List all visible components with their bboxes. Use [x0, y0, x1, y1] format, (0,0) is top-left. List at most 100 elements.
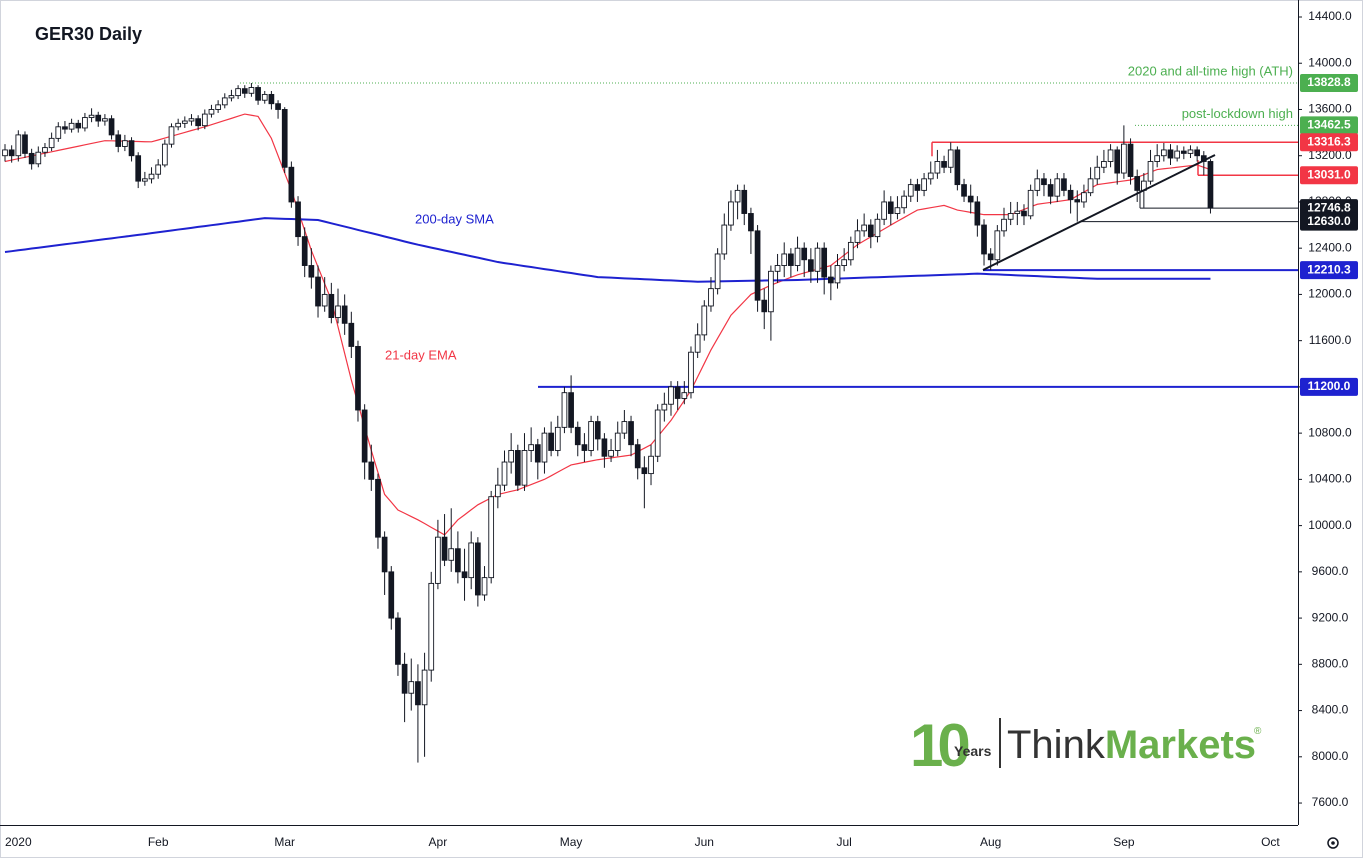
candle-body — [408, 681, 415, 694]
candle-body — [308, 265, 315, 278]
level-box — [1300, 74, 1358, 93]
candle-body — [961, 184, 967, 197]
candle-body — [508, 450, 515, 463]
candle-body — [1087, 178, 1094, 194]
candle-body — [594, 421, 601, 440]
trend-line — [982, 154, 1216, 271]
candle-body — [108, 118, 115, 136]
candle-body — [175, 122, 182, 128]
y-tick-label: 8800.0 — [1312, 656, 1349, 670]
candle-body — [847, 241, 854, 261]
level-label: 12746.8 — [1307, 200, 1351, 214]
candle-body — [215, 104, 221, 110]
candle-body — [728, 201, 734, 226]
settings-icon[interactable] — [1327, 837, 1339, 849]
level-box — [1300, 212, 1358, 231]
candle-body — [921, 178, 927, 191]
candle-body — [554, 426, 561, 451]
candle-body — [1047, 184, 1054, 197]
level-box — [1300, 116, 1358, 135]
candle-body — [1127, 143, 1134, 177]
series-label: 200-day SMA — [415, 211, 494, 226]
candle-body — [481, 577, 488, 596]
candle-body — [28, 152, 35, 165]
candle-body — [461, 571, 468, 579]
logo-number: 10 — [910, 712, 968, 779]
candle-body — [1147, 161, 1154, 182]
candle-body — [15, 134, 22, 157]
y-tick-label: 12400.0 — [1308, 240, 1352, 254]
candle-body — [168, 126, 175, 145]
candle-body — [88, 114, 95, 119]
candle-body — [102, 118, 108, 122]
y-tick-label: 7600.0 — [1312, 795, 1349, 809]
logo-registered: ® — [1254, 726, 1262, 737]
candle-body — [1061, 178, 1067, 191]
candle-body — [55, 126, 62, 139]
gear[interactable] — [1327, 837, 1339, 849]
candle-body — [788, 253, 794, 266]
candle-body — [774, 265, 781, 272]
candle-body — [841, 259, 848, 266]
candle-body — [734, 189, 741, 203]
candle-body — [981, 224, 987, 255]
candle-body — [82, 117, 88, 129]
candle-body — [275, 103, 281, 110]
candle-body — [128, 140, 135, 157]
candle-body — [514, 450, 521, 486]
level-label: 13828.8 — [1307, 75, 1351, 89]
candle-body — [368, 461, 375, 480]
candle-body — [42, 147, 48, 153]
level-note: 2020 and all-time high (ATH) — [1128, 63, 1293, 78]
series-label: 21-day EMA — [385, 347, 457, 362]
x-tick-label: Sep — [1113, 835, 1135, 849]
axes: 7600.0 8000.0 8400.0 8800.0 9200.0 9600.0 1000… — [5, 9, 1358, 849]
candle-body — [62, 126, 68, 130]
candle-body — [901, 195, 907, 209]
candle-body — [861, 224, 867, 232]
candle-body — [947, 149, 954, 168]
candle-body — [395, 617, 401, 665]
candle-body — [35, 151, 42, 165]
candle-body — [714, 253, 721, 290]
candle-body — [588, 421, 594, 451]
candle-body — [528, 444, 534, 451]
y-tick-label: 8400.0 — [1312, 703, 1349, 717]
candle-body — [315, 276, 321, 307]
logo-think: Think — [1007, 723, 1106, 767]
candle-body — [628, 421, 634, 446]
candle-body — [201, 113, 208, 127]
candle-body — [501, 461, 508, 486]
y-tick-label: 8000.0 — [1312, 749, 1349, 763]
candle-body — [68, 122, 75, 130]
candle-body — [48, 137, 55, 149]
candle-body — [388, 571, 395, 619]
candle-body — [295, 201, 301, 238]
gear-center[interactable] — [1331, 841, 1335, 845]
candle-body — [974, 201, 981, 226]
candle-body — [235, 88, 241, 97]
candle-body — [794, 247, 801, 266]
candle-body — [448, 548, 455, 561]
candle-body — [541, 432, 548, 463]
candle-body — [268, 93, 275, 105]
candle-body — [288, 166, 295, 203]
candle-body — [95, 114, 102, 122]
candle-body — [122, 140, 128, 147]
candle-body — [428, 582, 435, 671]
candle-body — [208, 109, 215, 115]
candle-body — [375, 478, 381, 538]
y-tick-label: 14400.0 — [1308, 9, 1352, 23]
level-box — [1300, 133, 1358, 152]
candle-body — [361, 409, 368, 463]
candle-body — [694, 334, 701, 353]
candle-body — [987, 253, 994, 261]
candle-body — [561, 392, 568, 428]
chart-title: GER30 Daily — [35, 24, 142, 44]
candle-body — [241, 88, 248, 94]
candle-body — [814, 247, 821, 272]
candle-body — [1054, 178, 1061, 197]
candle-body — [1101, 161, 1107, 168]
candle-body — [1001, 218, 1007, 232]
